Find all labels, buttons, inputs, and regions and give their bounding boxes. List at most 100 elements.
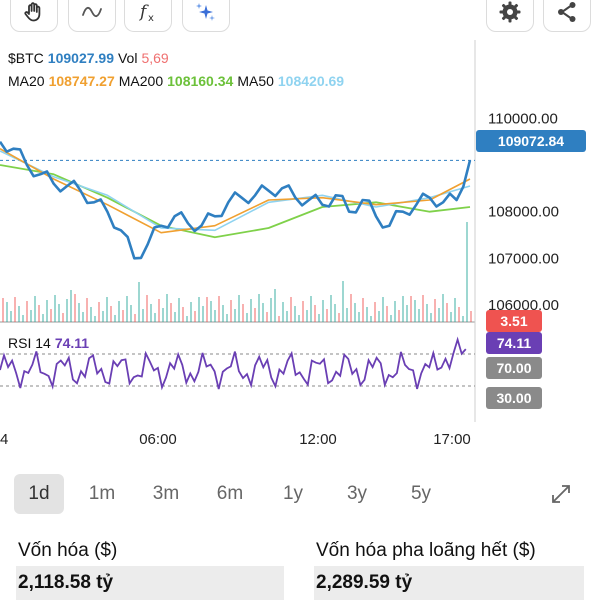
volume-bar [442, 294, 444, 322]
volume-bar [62, 313, 64, 322]
volume-bar [306, 310, 308, 322]
volume-bar [38, 305, 40, 322]
volume-tag: 3.51 [486, 310, 542, 332]
volume-bar [330, 295, 332, 322]
rsi-lower-tag: 30.00 [486, 387, 542, 409]
volume-bar [138, 282, 140, 322]
volume-bar [310, 296, 312, 322]
volume-bar [54, 295, 56, 322]
volume-bar [50, 309, 52, 322]
volume-bar [174, 312, 176, 322]
range-label: 3y [346, 483, 368, 504]
draw-tool-button[interactable] [68, 0, 116, 32]
volume-bar [146, 295, 148, 322]
volume-bar [286, 311, 288, 322]
y-tick-label: 108000.00 [488, 204, 559, 221]
indicators-button[interactable]: f x [124, 0, 172, 32]
range-3m[interactable]: 3m [141, 474, 191, 514]
volume-bar [178, 298, 180, 322]
volume-bar [318, 314, 320, 322]
hand-icon [24, 2, 41, 22]
volume-bar [438, 308, 440, 322]
volume-bar [258, 294, 260, 322]
volume-bar [22, 315, 24, 322]
volume-bar [346, 308, 348, 322]
settings-button[interactable] [486, 0, 534, 32]
volume-bar [110, 306, 112, 322]
volume-bar [266, 312, 268, 322]
volume-bar [94, 316, 96, 322]
volume-bar [342, 281, 344, 322]
share-button[interactable] [543, 0, 591, 32]
svg-text:f: f [138, 2, 149, 22]
chart-toolbar: f x [0, 0, 600, 34]
x-tick-label: 12:00 [299, 431, 337, 448]
volume-bar [202, 306, 204, 322]
range-5y[interactable]: 5y [396, 474, 446, 514]
volume-bar [454, 298, 456, 322]
volume-bar [398, 310, 400, 322]
volume-bar [450, 312, 452, 322]
volume-bar [10, 311, 12, 322]
volume-bar [338, 313, 340, 322]
volume-bar [354, 303, 356, 322]
volume-bar [282, 302, 284, 322]
market-cap-label: Vốn hóa ($) [18, 540, 118, 561]
volume-bar [14, 297, 16, 322]
range-label: 5y [410, 483, 432, 504]
volume-bar [230, 300, 232, 322]
range-3y[interactable]: 3y [332, 474, 382, 514]
volume-bar [358, 312, 360, 322]
price-chart[interactable]: 110000.00 108000.00 107000.00 106000.00 4 06:… [0, 40, 600, 460]
volume-bar [226, 314, 228, 322]
volume-bar [366, 307, 368, 322]
volume-bar [190, 302, 192, 322]
ai-button[interactable] [182, 0, 230, 32]
fullscreen-button[interactable] [536, 474, 586, 514]
volume-bar [326, 309, 328, 322]
volume-bar [126, 296, 128, 322]
expand-icon [552, 485, 570, 503]
volume-bar [30, 310, 32, 322]
volume-bar [194, 311, 196, 322]
volume-bar [242, 304, 244, 322]
rsi-line [0, 336, 467, 391]
x-tick-label: 17:00 [433, 431, 471, 448]
volume-bar [42, 314, 44, 322]
range-6m[interactable]: 6m [205, 474, 255, 514]
hand-tool-button[interactable] [10, 0, 58, 32]
volume-bar [278, 316, 280, 322]
volume-bar [134, 314, 136, 322]
volume-bar [390, 315, 392, 322]
volume-bar [302, 301, 304, 322]
wave-icon [82, 6, 102, 18]
range-1y[interactable]: 1y [268, 474, 318, 514]
volume-bar [186, 316, 188, 322]
volume-bar [462, 316, 464, 322]
range-label: 1d [28, 483, 50, 504]
range-label: 6m [216, 483, 244, 504]
volume-bar [322, 300, 324, 322]
range-label: 1y [282, 483, 304, 504]
volume-bar [18, 306, 20, 322]
volume-bar [426, 304, 428, 322]
volume-bar [26, 301, 28, 322]
volume-bar [214, 310, 216, 322]
range-1m[interactable]: 1m [77, 474, 127, 514]
volume-bar [66, 299, 68, 322]
volume-bar [466, 222, 468, 322]
volume-bar [350, 294, 352, 322]
volume-bar [410, 296, 412, 322]
market-cap-value: 2,118.58 tỷ [16, 566, 284, 600]
y-tick-label: 107000.00 [488, 250, 559, 267]
range-1d[interactable]: 1d [14, 474, 64, 514]
sparkles-icon [196, 3, 215, 21]
vol-value: 5,69 [141, 50, 169, 66]
volume-bar [122, 310, 124, 322]
rsi-value-tag: 74.11 [486, 332, 542, 354]
volume-bar [402, 296, 404, 322]
volume-bar [362, 298, 364, 322]
x-tick-label: 4 [0, 431, 8, 448]
volume-bar [78, 303, 80, 322]
chart-area[interactable]: 110000.00 108000.00 107000.00 106000.00 4 06:… [0, 40, 600, 460]
